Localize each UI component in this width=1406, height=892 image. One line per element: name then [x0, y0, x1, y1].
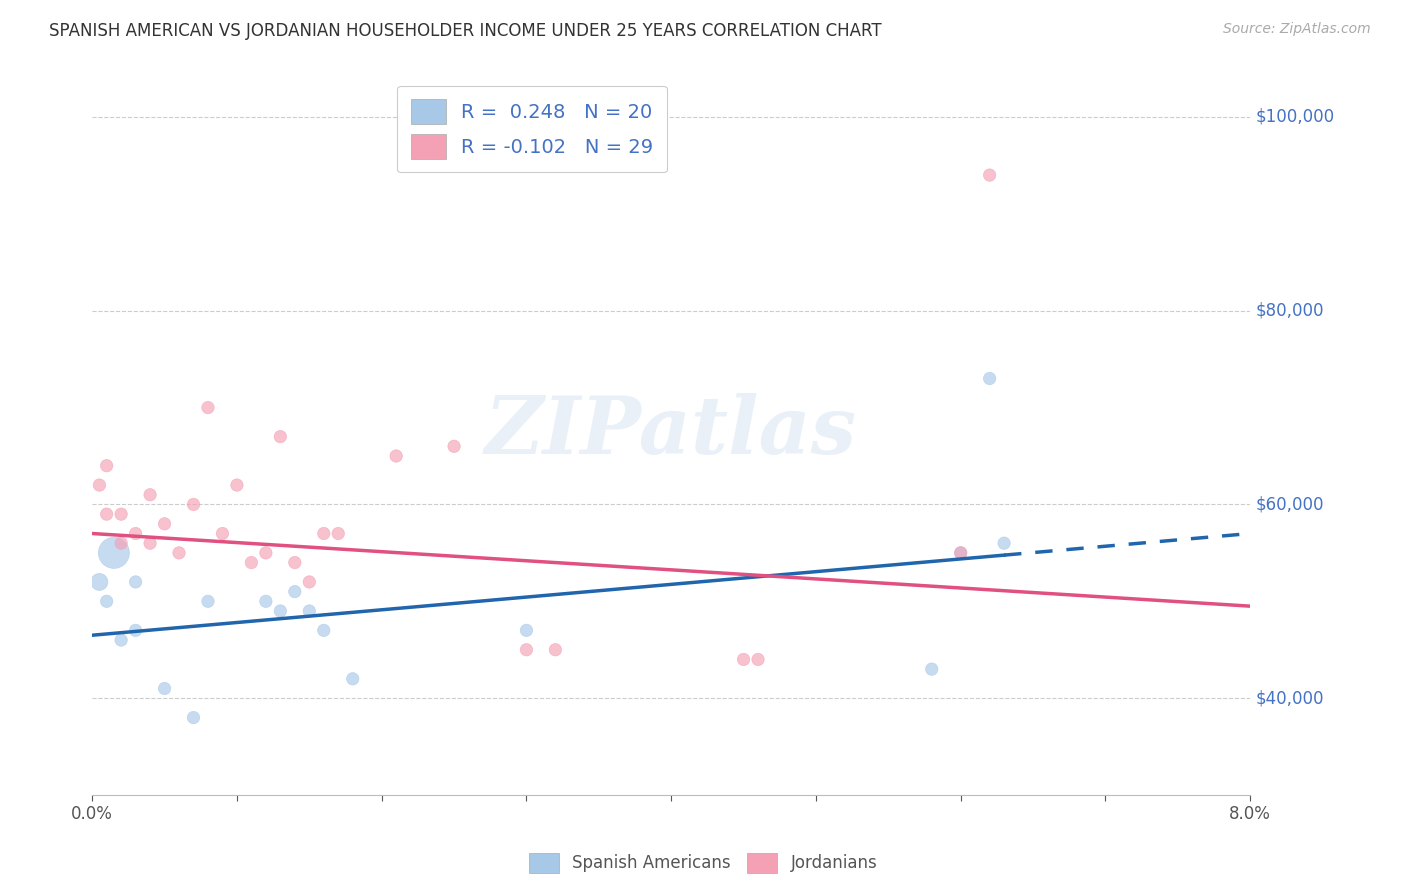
Text: $60,000: $60,000: [1256, 495, 1324, 514]
Point: [96, 594, 118, 608]
Point: [544, 642, 567, 657]
Point: [103, 546, 125, 560]
Point: [183, 710, 205, 724]
Point: [139, 488, 162, 502]
Point: [979, 371, 1001, 385]
Point: [733, 652, 755, 666]
Point: [139, 536, 162, 550]
Point: [124, 574, 146, 589]
Point: [979, 168, 1001, 182]
Legend: Spanish Americans, Jordanians: Spanish Americans, Jordanians: [522, 847, 884, 880]
Point: [328, 526, 350, 541]
Point: [197, 401, 219, 415]
Text: Source: ZipAtlas.com: Source: ZipAtlas.com: [1223, 22, 1371, 37]
Point: [167, 546, 190, 560]
Point: [96, 507, 118, 521]
Point: [949, 546, 972, 560]
Point: [298, 604, 321, 618]
Point: [298, 574, 321, 589]
Point: [240, 556, 263, 570]
Point: [211, 526, 233, 541]
Point: [284, 556, 307, 570]
Point: [747, 652, 769, 666]
Point: [312, 624, 335, 638]
Point: [226, 478, 249, 492]
Text: SPANISH AMERICAN VS JORDANIAN HOUSEHOLDER INCOME UNDER 25 YEARS CORRELATION CHAR: SPANISH AMERICAN VS JORDANIAN HOUSEHOLDE…: [49, 22, 882, 40]
Point: [197, 594, 219, 608]
Point: [385, 449, 408, 463]
Point: [153, 681, 176, 696]
Point: [949, 546, 972, 560]
Text: $100,000: $100,000: [1256, 108, 1336, 126]
Text: ZIPatlas: ZIPatlas: [485, 393, 858, 471]
Point: [110, 507, 132, 521]
Point: [254, 546, 277, 560]
Point: [269, 604, 291, 618]
Point: [312, 526, 335, 541]
Point: [124, 624, 146, 638]
Text: $80,000: $80,000: [1256, 301, 1324, 319]
Legend: R =  0.248   N = 20, R = -0.102   N = 29: R = 0.248 N = 20, R = -0.102 N = 29: [398, 86, 668, 172]
Point: [254, 594, 277, 608]
Point: [515, 624, 537, 638]
Point: [183, 498, 205, 512]
Point: [993, 536, 1015, 550]
Point: [284, 584, 307, 599]
Point: [89, 478, 111, 492]
Point: [110, 536, 132, 550]
Text: $40,000: $40,000: [1256, 690, 1324, 707]
Point: [89, 574, 111, 589]
Point: [124, 526, 146, 541]
Point: [515, 642, 537, 657]
Point: [110, 633, 132, 648]
Point: [443, 439, 465, 453]
Point: [96, 458, 118, 473]
Point: [153, 516, 176, 531]
Point: [921, 662, 943, 676]
Point: [269, 430, 291, 444]
Point: [342, 672, 364, 686]
